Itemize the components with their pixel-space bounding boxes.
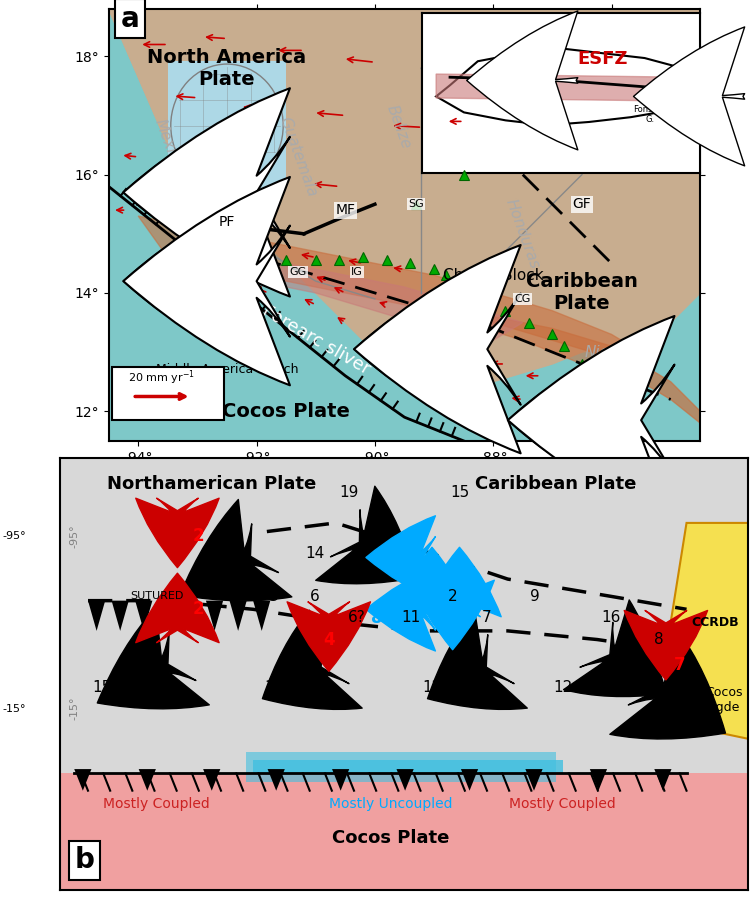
Polygon shape [525,769,543,791]
Text: 2: 2 [448,589,457,604]
Text: -15°: -15° [70,697,79,720]
Text: 15: 15 [450,485,469,500]
Text: 2: 2 [192,601,204,619]
Text: Forearc sliver: Forearc sliver [259,302,373,378]
Polygon shape [109,9,700,364]
Polygon shape [253,761,562,773]
Text: 20 mm yr$^{-1}$: 20 mm yr$^{-1}$ [129,369,195,387]
Text: PF: PF [218,215,235,229]
Text: 12: 12 [553,680,572,695]
Text: IG: IG [352,267,363,277]
Text: North America
Plate: North America Plate [147,48,306,89]
Text: Mostly Coupled: Mostly Coupled [510,797,616,811]
Polygon shape [112,601,129,631]
Text: 8: 8 [654,632,664,647]
FancyBboxPatch shape [112,367,224,420]
Polygon shape [654,769,671,791]
Polygon shape [109,9,463,234]
Text: 8: 8 [371,609,383,627]
Polygon shape [590,769,607,791]
Text: GG: GG [290,267,307,277]
Text: GF: GF [572,197,591,211]
Polygon shape [138,769,156,791]
Text: -95°: -95° [70,524,79,547]
Text: Cocos Plate: Cocos Plate [332,829,449,847]
Polygon shape [182,601,200,631]
Text: b: b [74,847,94,875]
Text: 16: 16 [601,610,621,626]
Text: Northamerican Plate: Northamerican Plate [107,475,317,493]
Text: 9: 9 [530,589,540,604]
Polygon shape [493,316,700,423]
Text: Mexico: Mexico [152,118,184,173]
Text: 14: 14 [305,546,324,561]
Polygon shape [461,769,478,791]
Polygon shape [60,773,748,890]
Polygon shape [74,769,91,791]
Polygon shape [138,216,641,382]
Polygon shape [396,769,414,791]
Polygon shape [268,769,285,791]
Text: 5: 5 [413,553,424,571]
Text: SUTURED: SUTURED [130,592,184,601]
Text: 15: 15 [92,680,111,695]
Text: 20: 20 [649,692,668,708]
Text: Guatemala: Guatemala [277,115,319,199]
Text: Mostly Uncoupled: Mostly Uncoupled [329,797,452,811]
Text: -95°: -95° [2,531,26,541]
Polygon shape [159,601,176,631]
Text: Cocos Plate: Cocos Plate [222,402,350,421]
Polygon shape [230,601,246,631]
Text: 2: 2 [192,527,204,545]
Text: 11: 11 [401,610,421,626]
Text: CCRDB: CCRDB [692,616,739,628]
Polygon shape [203,769,220,791]
Text: -15°: -15° [2,704,26,714]
Text: 19: 19 [339,485,359,500]
Polygon shape [253,601,271,631]
Text: 6?: 6? [348,610,365,626]
Text: 7: 7 [482,610,492,626]
Text: 14: 14 [264,680,284,695]
Text: Middle America Trench: Middle America Trench [156,363,298,377]
Polygon shape [135,601,153,631]
Polygon shape [666,523,748,739]
Text: Honduras: Honduras [503,197,542,271]
Text: Cocos
rigde: Cocos rigde [705,686,743,714]
Polygon shape [88,601,105,631]
Text: Caribbean
Plate: Caribbean Plate [526,272,638,314]
Polygon shape [256,263,523,341]
Text: 6: 6 [310,589,320,604]
Text: 12: 12 [423,680,442,695]
Text: Caribbean Plate: Caribbean Plate [475,475,637,493]
Text: Belize: Belize [384,103,414,151]
Text: 4: 4 [323,630,335,648]
Polygon shape [332,769,349,791]
Polygon shape [109,9,700,382]
Text: a: a [120,4,139,32]
Text: CG: CG [515,294,531,304]
Text: MF: MF [336,203,355,218]
Text: Chortis Block: Chortis Block [443,268,544,282]
Polygon shape [206,601,223,631]
Text: Nicaragua: Nicaragua [584,344,662,360]
Text: 0-3: 0-3 [255,589,279,604]
Text: 7: 7 [674,656,686,674]
Text: Mostly Coupled: Mostly Coupled [104,797,210,811]
Polygon shape [246,752,556,782]
Text: SG: SG [408,200,424,209]
